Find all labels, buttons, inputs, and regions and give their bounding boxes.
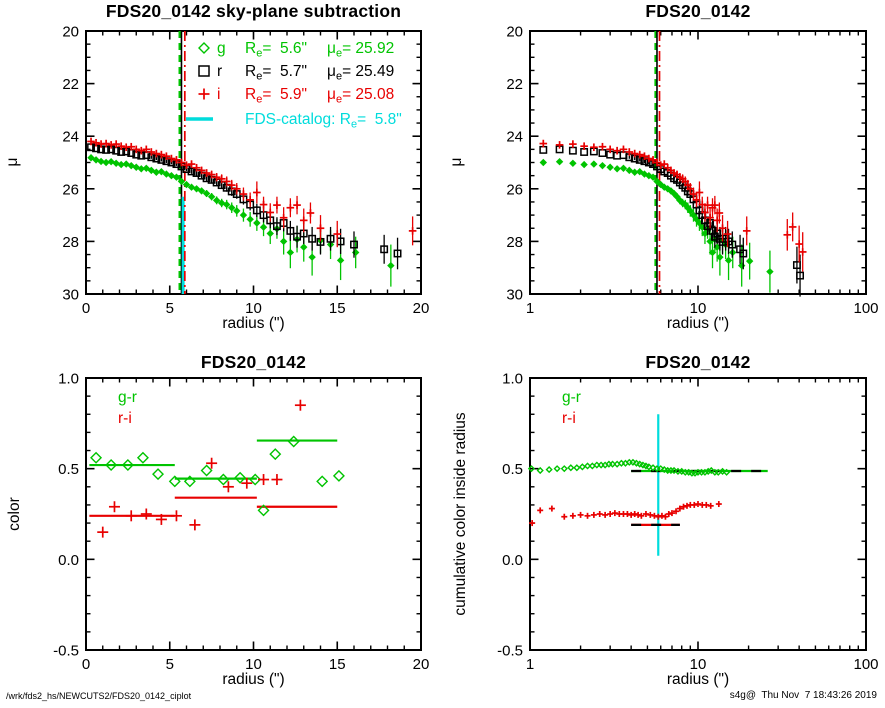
panel-mu-log: 1 10 100 20 22 24 26 28 30 [506,24,878,318]
svg-text:100: 100 [853,300,878,317]
svg-text:5: 5 [166,656,174,673]
svg-text:μe= 25.08: μe= 25.08 [327,86,394,106]
svg-text:20: 20 [62,24,79,41]
svg-text:26: 26 [62,181,79,198]
svg-text:20: 20 [413,300,430,317]
svg-text:24: 24 [62,129,79,146]
svg-text:1.0: 1.0 [502,371,523,388]
svg-text:20: 20 [413,656,430,673]
svg-text:15: 15 [329,300,346,317]
series-g_profile [87,154,395,287]
svg-text:μe= 25.49: μe= 25.49 [327,63,394,83]
svg-text:-0.5: -0.5 [53,643,79,660]
svg-text:24: 24 [506,129,523,146]
svg-text:30: 30 [506,287,523,304]
svg-text:100: 100 [853,656,878,673]
svg-text:10: 10 [245,300,262,317]
svg-text:0: 0 [82,300,90,317]
svg-text:28: 28 [506,234,523,251]
x-axis-label-color-cumulative: radius (") [666,671,730,688]
x-axis-label-color-linear: radius (") [222,671,285,688]
svg-text:30: 30 [62,287,79,304]
svg-text:0.5: 0.5 [502,461,523,478]
svg-text:15: 15 [329,656,346,673]
svg-text:g: g [217,40,226,57]
svg-text:10: 10 [690,656,707,673]
svg-text:r: r [217,63,222,80]
svg-text:22: 22 [62,76,79,93]
svg-text:28: 28 [62,234,79,251]
svg-text:0.5: 0.5 [58,461,79,478]
series-gr_cum [527,458,731,477]
svg-text:μe= 25.92: μe= 25.92 [327,40,394,60]
panel-title-color-linear: FDS20_0142 [200,352,307,372]
svg-text:0.0: 0.0 [58,552,79,569]
y-axis-label-mu-log: μ [448,157,465,167]
series-ri_cum [529,501,722,527]
svg-text:0.0: 0.0 [502,552,523,569]
svg-text:10: 10 [245,656,262,673]
panel-mu-linear: 0 5 10 15 20 20 22 24 26 28 30 g Re= 5.6" μe= 25.92 r R… [62,24,429,318]
x-axis-label-mu-log: radius (") [666,315,730,332]
x-axis-label-mu-linear: radius (") [222,315,285,332]
svg-text:10: 10 [690,300,707,317]
series-i_profile [87,137,417,248]
panel-color-linear: 0 5 10 15 20 1.0 0.5 0.0 -0.5 g-r r-i [53,371,429,674]
svg-text:i: i [217,86,220,103]
svg-text:1.0: 1.0 [58,371,79,388]
svg-text:r-i: r-i [118,410,132,427]
plot-file-path: /wrk/fds2_hs/NEWCUTS2/FDS20_0142_ciplot [6,691,192,701]
svg-text:Re= 5.6": Re= 5.6" [245,40,307,60]
series-i_profile [539,139,807,272]
user-and-timestamp: s4g@ Thu Nov 7 18:43:26 2019 [729,690,877,701]
svg-text:FDS-catalog: Re= 5.8": FDS-catalog: Re= 5.8" [245,111,402,131]
svg-text:g-r: g-r [118,389,137,406]
svg-text:5: 5 [166,300,174,317]
series-gr_color [90,435,345,517]
svg-text:-0.5: -0.5 [497,643,523,660]
svg-text:1: 1 [526,300,534,317]
panel-title-mu-log: FDS20_0142 [645,1,751,21]
y-axis-label-mu-linear: μ [4,157,21,167]
svg-text:1: 1 [526,656,534,673]
panel-title-color-cumulative: FDS20_0142 [645,352,751,372]
svg-text:26: 26 [506,181,523,198]
series-ri_color [97,399,306,538]
svg-text:22: 22 [506,76,523,93]
svg-text:g-r: g-r [562,389,581,406]
panel-title-mu-linear: FDS20_0142 sky-plane subtraction [105,1,402,21]
svg-text:r-i: r-i [562,410,576,427]
svg-text:0: 0 [82,656,90,673]
series-r_profile [87,143,402,270]
panel-color-cumulative-log: 1 10 100 1.0 0.5 0.0 -0.5 g-r r-i [497,371,878,674]
svg-text:Re= 5.9": Re= 5.9" [245,86,307,106]
y-axis-label-color-linear: color [6,497,23,531]
y-axis-label-color-cumulative: cumulative color inside radius [452,412,469,616]
svg-text:20: 20 [506,24,523,41]
svg-text:Re= 5.7": Re= 5.7" [245,63,307,83]
